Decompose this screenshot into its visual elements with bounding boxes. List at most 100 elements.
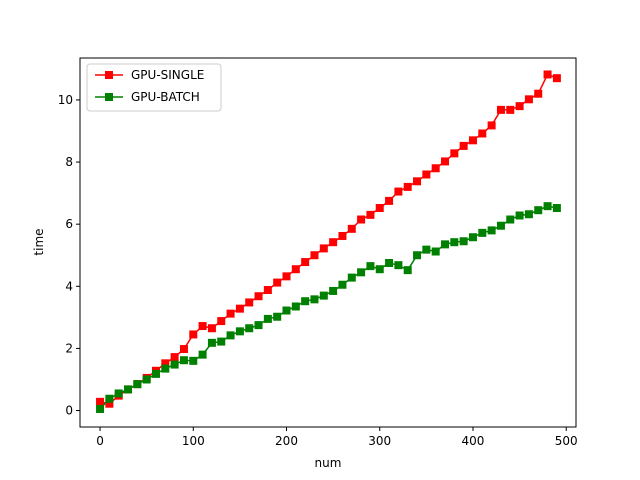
data-point-gpu-batch [347,273,356,282]
data-point-gpu-single [413,177,422,186]
data-point-gpu-single [338,231,347,240]
data-point-gpu-single [310,251,319,260]
data-point-gpu-batch [375,265,384,274]
data-point-gpu-batch [254,321,263,330]
x-tick-label: 0 [96,434,104,448]
data-point-gpu-batch [245,324,254,333]
data-point-gpu-batch [543,202,552,211]
data-point-gpu-single [329,238,338,247]
legend-label-gpu-batch: GPU-BATCH [131,90,200,104]
data-point-gpu-batch [338,280,347,289]
data-point-gpu-single [375,204,384,213]
data-point-gpu-single [170,353,179,362]
data-point-gpu-batch [496,221,505,230]
series-layer [96,70,561,413]
data-point-gpu-batch [506,215,515,224]
data-point-gpu-batch [282,306,291,315]
legend-label-gpu-single: GPU-SINGLE [131,68,204,82]
y-tick-label: 6 [65,217,73,231]
data-point-gpu-single [273,278,282,287]
y-tick-label: 4 [65,279,73,293]
legend-marker-gpu-single [105,71,113,79]
data-point-gpu-batch [217,337,226,346]
data-point-gpu-batch [226,331,235,340]
data-point-gpu-batch [357,268,366,277]
data-point-gpu-single [282,272,291,281]
data-point-gpu-single [226,309,235,318]
data-point-gpu-batch [114,389,123,398]
data-point-gpu-single [515,102,524,111]
data-point-gpu-batch [179,356,188,365]
data-point-gpu-single [422,170,431,179]
data-point-gpu-batch [142,375,151,384]
data-point-gpu-single [207,324,216,333]
data-point-gpu-single [543,70,552,79]
plot-frame [79,57,577,428]
data-point-gpu-single [394,187,403,196]
data-point-gpu-single [487,121,496,130]
y-axis-ticks: 0 2 4 6 8 10 [58,93,80,418]
data-point-gpu-single [524,95,533,104]
data-point-gpu-batch [151,369,160,378]
data-point-gpu-batch [366,262,375,271]
data-point-gpu-batch [422,245,431,254]
data-point-gpu-single [179,345,188,354]
y-tick-label: 0 [65,404,73,418]
y-tick-label: 2 [65,341,73,355]
data-point-gpu-single [189,330,198,339]
x-tick-label: 100 [182,434,205,448]
data-point-gpu-batch [431,247,440,256]
data-point-gpu-single [319,244,328,253]
data-point-gpu-batch [319,291,328,300]
data-point-gpu-single [468,136,477,145]
data-point-gpu-batch [394,261,403,270]
data-point-gpu-single [496,105,505,114]
data-point-gpu-batch [96,404,105,413]
data-point-gpu-single [254,292,263,301]
data-point-gpu-batch [189,356,198,365]
data-point-gpu-single [385,196,394,205]
data-point-gpu-single [347,224,356,233]
data-point-gpu-single [431,164,440,173]
x-axis-ticks: 0 100 200 300 400 500 [96,427,578,448]
data-point-gpu-batch [235,327,244,336]
data-point-gpu-batch [124,385,133,394]
y-tick-label: 8 [65,155,73,169]
data-point-gpu-single [301,258,310,267]
x-tick-label: 500 [555,434,578,448]
data-point-gpu-single [161,359,170,368]
data-point-gpu-batch [403,266,412,275]
data-point-gpu-single [441,157,450,166]
data-point-gpu-single [459,141,468,150]
data-point-gpu-batch [441,240,450,249]
legend-marker-gpu-batch [105,93,113,101]
data-point-gpu-batch [450,238,459,247]
data-point-gpu-single [357,215,366,224]
data-point-gpu-batch [207,338,216,347]
data-point-gpu-batch [515,211,524,220]
data-point-gpu-batch [198,350,207,359]
data-point-gpu-batch [170,360,179,369]
data-point-gpu-batch [273,312,282,321]
data-point-gpu-single [534,89,543,98]
data-point-gpu-batch [524,210,533,219]
data-point-gpu-single [198,322,207,331]
data-point-gpu-single [105,399,114,408]
data-point-gpu-single [291,265,300,274]
data-point-gpu-batch [487,226,496,235]
data-point-gpu-batch [385,259,394,267]
data-point-gpu-batch [105,394,114,403]
x-tick-label: 200 [275,434,298,448]
data-point-gpu-batch [459,237,468,246]
x-tick-label: 400 [462,434,485,448]
data-point-gpu-single [450,149,459,158]
data-point-gpu-single [478,129,487,138]
data-point-gpu-batch [263,314,272,323]
data-point-gpu-batch [413,251,422,260]
data-point-gpu-single [96,397,105,406]
data-point-gpu-single [552,74,561,83]
data-point-gpu-batch [161,364,170,373]
data-point-gpu-batch [534,206,543,215]
data-point-gpu-batch [478,228,487,237]
